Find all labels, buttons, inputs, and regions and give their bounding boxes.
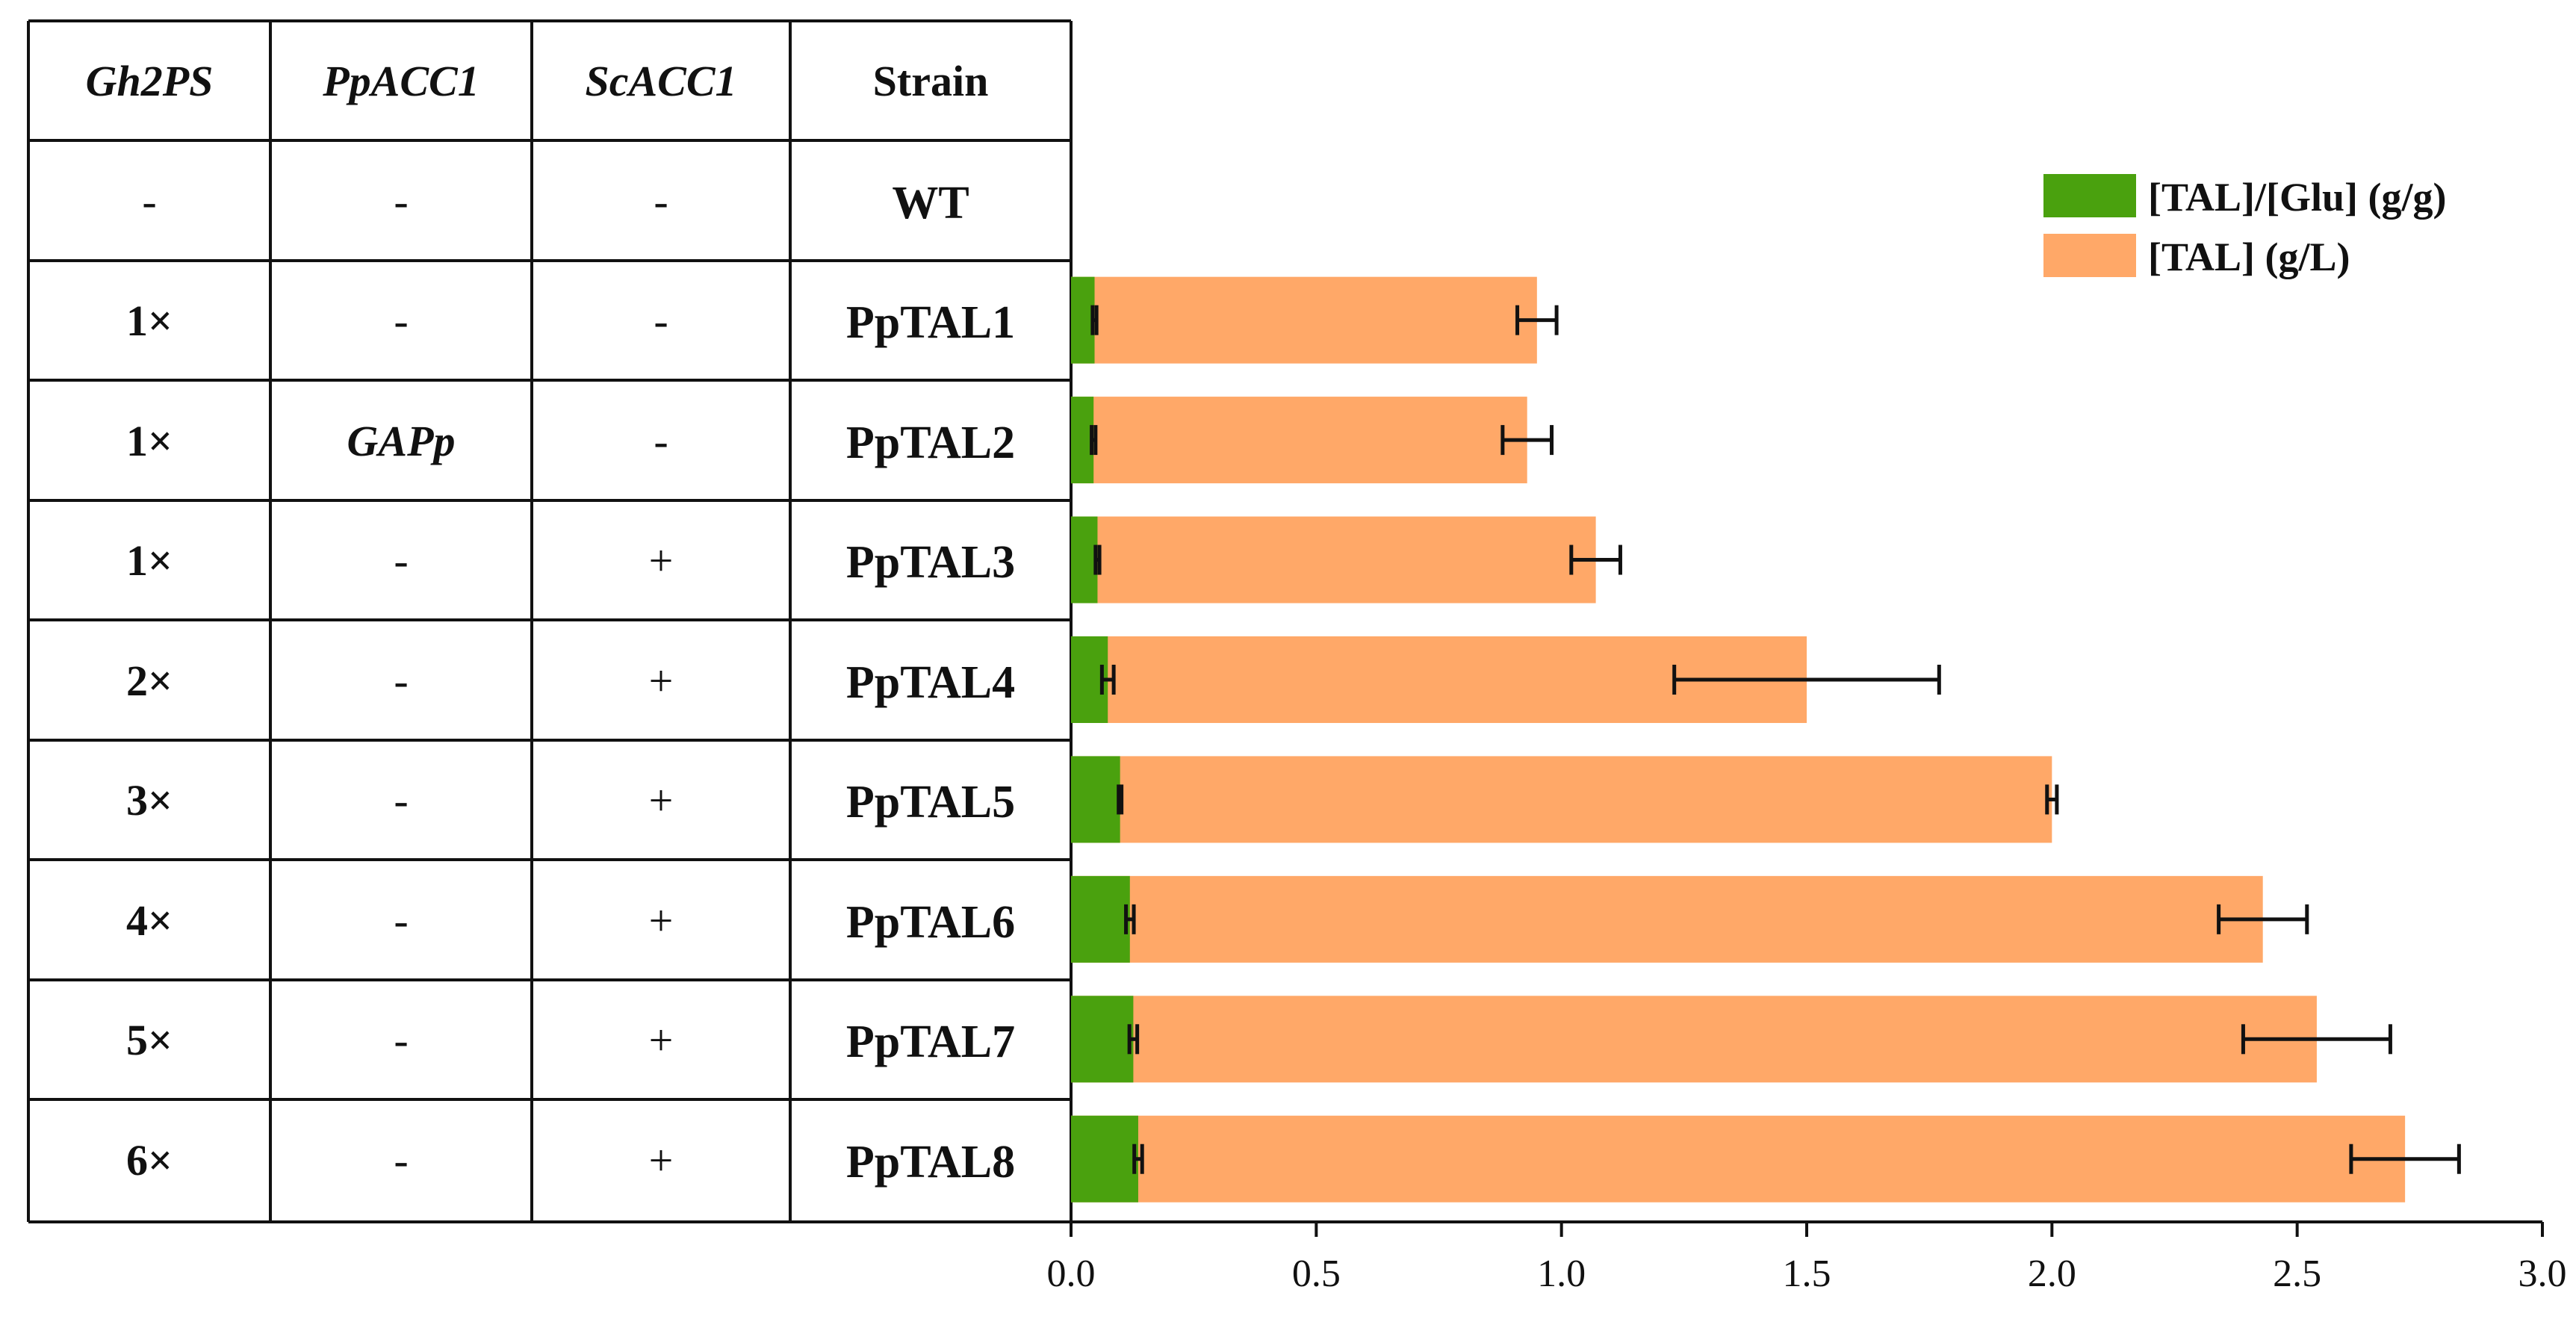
error-bar-tal-pptal2 xyxy=(1500,425,1554,456)
x-tick-label: 0.0 xyxy=(1047,1253,1096,1295)
error-bar-tal-glu-pptal5 xyxy=(1117,784,1124,815)
bar-tal-pptal5 xyxy=(1071,756,2052,843)
table-row: 1× - - PpTAL1 xyxy=(126,297,1015,348)
x-tick-label: 1.5 xyxy=(1783,1253,1831,1295)
error-bar-tal-glu-pptal3 xyxy=(1093,544,1102,575)
cell-ppacc1: - xyxy=(394,657,408,705)
bar-tal-pptal8 xyxy=(1071,1115,2406,1202)
cell-scacc1: + xyxy=(649,776,674,825)
table-row: 3× - + PpTAL5 xyxy=(126,776,1015,828)
cell-ppacc1: - xyxy=(394,896,408,945)
error-bar-tal-pptal4 xyxy=(1672,664,1941,695)
table-row: 4× - + PpTAL6 xyxy=(126,896,1015,948)
error-bar-tal-glu-pptal4 xyxy=(1099,664,1116,695)
cell-ppacc1: - xyxy=(394,1016,408,1064)
bar-tal-glu-pptal5 xyxy=(1071,756,1120,843)
bar-tal-pptal2 xyxy=(1071,397,1527,484)
x-tick-label: 2.0 xyxy=(2028,1253,2076,1295)
error-bar-tal-pptal8 xyxy=(2349,1143,2461,1174)
error-bar-tal-glu-pptal8 xyxy=(1132,1143,1144,1174)
error-bar-tal-pptal3 xyxy=(1569,544,1622,575)
error-bar-tal-glu-pptal1 xyxy=(1090,305,1099,335)
table-header-row: Gh2PS PpACC1 ScACC1 Strain xyxy=(86,57,989,105)
header-strain: Strain xyxy=(873,57,989,105)
x-tick-label: 1.0 xyxy=(1537,1253,1586,1295)
error-bar-tal-glu-pptal6 xyxy=(1124,904,1136,934)
cell-gh2ps: 1× xyxy=(126,297,173,345)
x-tick-label: 3.0 xyxy=(2518,1253,2567,1295)
cell-ppacc1: - xyxy=(394,536,408,585)
bar-tal-glu-pptal3 xyxy=(1071,516,1098,603)
table-row: 1× - + PpTAL3 xyxy=(126,536,1015,588)
cell-strain: WT xyxy=(892,178,969,229)
cell-scacc1: - xyxy=(654,177,668,226)
x-tick-label: 0.5 xyxy=(1292,1253,1341,1295)
cell-strain: PpTAL7 xyxy=(846,1017,1015,1067)
cell-gh2ps: 3× xyxy=(126,776,173,825)
x-tick-label: 2.5 xyxy=(2273,1253,2321,1295)
table-row: 6× - + PpTAL8 xyxy=(126,1136,1015,1188)
bar-tal-glu-pptal1 xyxy=(1071,276,1095,364)
legend-swatch-tal xyxy=(2043,234,2136,277)
bar-tal-glu-pptal7 xyxy=(1071,996,1134,1083)
header-scacc1: ScACC1 xyxy=(585,57,736,105)
cell-scacc1: + xyxy=(649,657,674,705)
cell-gh2ps: 2× xyxy=(126,657,173,705)
cell-scacc1: + xyxy=(649,896,674,945)
cell-scacc1: - xyxy=(654,417,668,465)
bar-tal-pptal7 xyxy=(1071,996,2317,1083)
cell-strain: PpTAL5 xyxy=(846,777,1015,828)
legend-label-tal-glu: [TAL]/[Glu] (g/g) xyxy=(2148,175,2446,220)
bars-layer xyxy=(1071,276,2406,1202)
cell-scacc1: + xyxy=(649,536,674,585)
table-row: 5× - + PpTAL7 xyxy=(126,1016,1015,1067)
error-bar-tal-pptal6 xyxy=(2217,904,2309,934)
bar-tal-pptal3 xyxy=(1071,516,1596,603)
cell-gh2ps: 1× xyxy=(126,417,173,465)
cell-ppacc1: - xyxy=(394,776,408,825)
error-bar-tal-glu-pptal7 xyxy=(1127,1024,1140,1055)
bar-tal-pptal1 xyxy=(1071,276,1537,364)
legend-swatch-tal-glu xyxy=(2043,174,2136,217)
error-bar-tal-pptal1 xyxy=(1515,305,1559,335)
cell-ppacc1: GAPp xyxy=(347,417,456,465)
table-row: - - - WT xyxy=(142,177,969,229)
cell-gh2ps: 6× xyxy=(126,1136,173,1185)
cell-scacc1: + xyxy=(649,1136,674,1185)
cell-ppacc1: - xyxy=(394,1136,408,1185)
cell-strain: PpTAL8 xyxy=(846,1137,1015,1188)
cell-ppacc1: - xyxy=(394,177,408,226)
cell-ppacc1: - xyxy=(394,297,408,345)
cell-gh2ps: - xyxy=(142,177,156,226)
error-bar-tal-pptal7 xyxy=(2241,1024,2392,1055)
error-bar-tal-glu-pptal2 xyxy=(1090,425,1098,456)
cell-strain: PpTAL4 xyxy=(846,657,1015,708)
bar-tal-glu-pptal8 xyxy=(1071,1115,1138,1202)
cell-scacc1: + xyxy=(649,1016,674,1064)
table-row: 1× GAPp - PpTAL2 xyxy=(126,417,1015,468)
cell-gh2ps: 5× xyxy=(126,1016,173,1064)
table-row: 2× - + PpTAL4 xyxy=(126,657,1015,708)
bar-tal-pptal6 xyxy=(1071,875,2263,963)
legend: [TAL]/[Glu] (g/g) [TAL] (g/L) xyxy=(2043,174,2446,279)
error-bars-layer xyxy=(1090,305,2461,1174)
cell-strain: PpTAL3 xyxy=(846,537,1015,588)
legend-label-tal: [TAL] (g/L) xyxy=(2148,235,2350,279)
x-axis-ticks: 0.0 0.5 1.0 1.5 2.0 2.5 3.0 xyxy=(1047,1222,2567,1295)
header-ppacc1: PpACC1 xyxy=(322,57,479,105)
strain-table xyxy=(27,19,1073,1223)
cell-strain: PpTAL1 xyxy=(846,297,1015,348)
table-body: - - - WT 1× - - PpTAL1 1× GAPp - PpTAL2 … xyxy=(126,177,1015,1188)
header-gh2ps: Gh2PS xyxy=(86,57,214,105)
cell-gh2ps: 1× xyxy=(126,536,173,585)
cell-strain: PpTAL2 xyxy=(846,418,1015,468)
bar-tal-glu-pptal6 xyxy=(1071,875,1130,963)
cell-gh2ps: 4× xyxy=(126,896,173,945)
error-bar-tal-pptal5 xyxy=(2045,784,2059,815)
cell-strain: PpTAL6 xyxy=(846,897,1015,948)
cell-scacc1: - xyxy=(654,297,668,345)
